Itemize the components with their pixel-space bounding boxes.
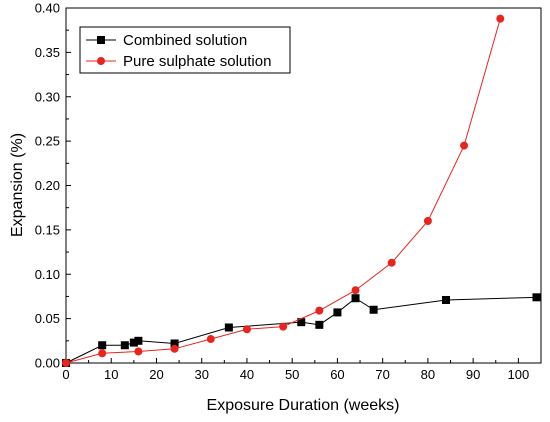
y-tick-label: 0.25: [35, 134, 60, 149]
legend-marker-pure-sulphate: [97, 57, 105, 65]
data-point: [387, 258, 396, 267]
legend: Combined solution Pure sulphate solution: [79, 26, 291, 74]
x-tick-label: 70: [375, 367, 389, 382]
x-tick-label: 100: [508, 367, 530, 382]
data-point: [170, 344, 179, 353]
y-axis-label: Expansion (%): [9, 133, 26, 237]
series-0: [62, 293, 541, 367]
series-layer: [62, 14, 541, 367]
legend-box: [79, 26, 291, 74]
y-tick-label: 0.30: [35, 89, 60, 104]
y-tick-label: 0.00: [35, 356, 60, 371]
data-point: [423, 217, 432, 225]
data-point: [62, 359, 70, 367]
x-tick-label: 20: [149, 367, 163, 382]
y-tick-label: 0.05: [35, 311, 60, 326]
data-point: [532, 293, 541, 302]
legend-label-combined: Combined solution: [123, 32, 247, 49]
data-point: [242, 325, 251, 334]
data-point: [315, 320, 324, 329]
data-point: [351, 294, 360, 303]
data-point: [279, 322, 288, 331]
data-point: [496, 14, 505, 23]
x-axis-label: Exposure Duration (weeks): [207, 397, 400, 414]
data-point: [460, 141, 469, 150]
x-tick-label: 30: [194, 367, 208, 382]
data-point: [129, 338, 138, 347]
data-point: [333, 308, 342, 317]
data-point: [206, 335, 215, 344]
y-tick-label: 0.20: [35, 178, 60, 193]
x-tick-label: 90: [466, 367, 480, 382]
data-point: [134, 347, 143, 356]
data-point: [442, 295, 450, 304]
data-point: [134, 336, 143, 345]
data-point: [351, 286, 360, 295]
data-point: [170, 339, 179, 348]
x-tick-label: 0: [62, 367, 69, 382]
data-point: [297, 318, 306, 327]
y-tick-label: 0.35: [35, 45, 60, 60]
x-tick-label: 60: [330, 367, 344, 382]
legend-marker-combined: [97, 36, 105, 44]
data-point: [369, 305, 378, 314]
legend-label-pure-sulphate: Pure sulphate solution: [123, 53, 271, 70]
x-tick-label: 40: [240, 367, 254, 382]
x-tick-label: 10: [104, 367, 118, 382]
y-tick-label: 0.10: [35, 267, 60, 282]
data-point: [224, 323, 233, 332]
data-point: [98, 349, 107, 358]
series-1: [62, 14, 505, 367]
y-tick-label: 0.15: [35, 222, 60, 237]
x-axis: 0 10 20 30 40 50 60 70 80 90 100: [62, 358, 529, 382]
data-point: [315, 306, 324, 315]
data-point: [120, 341, 129, 350]
x-tick-label: 50: [285, 367, 299, 382]
data-point: [98, 341, 107, 350]
y-tick-label: 0.40: [35, 1, 60, 16]
x-tick-label: 80: [421, 367, 435, 382]
